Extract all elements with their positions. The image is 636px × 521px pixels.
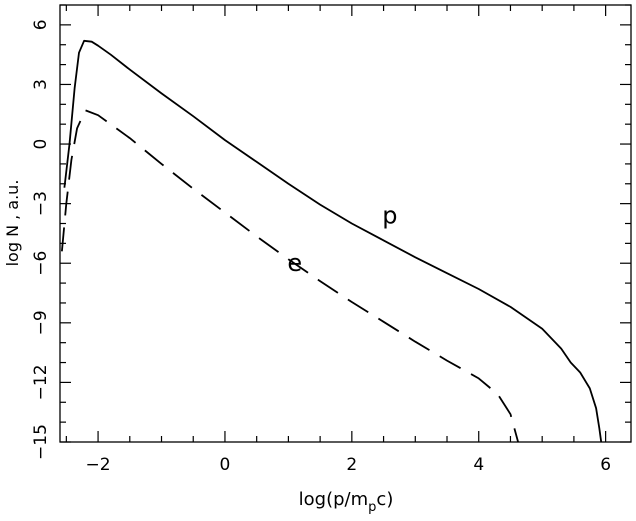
curve-labels: pe xyxy=(287,202,397,278)
plot-frame xyxy=(59,4,632,443)
curves xyxy=(61,39,603,443)
x-tick-label: 2 xyxy=(346,455,357,475)
y-axis-label: log N , a.u. xyxy=(3,180,22,267)
y-tick-label: −15 xyxy=(31,424,51,460)
y-tick-label: 6 xyxy=(31,19,51,30)
series-p-label: p xyxy=(382,202,397,230)
series-p-line xyxy=(63,39,603,443)
y-tick-label: −9 xyxy=(31,310,51,335)
y-tick-label: −6 xyxy=(31,251,51,276)
y-tick-label: 3 xyxy=(31,79,51,90)
series-e-label: e xyxy=(287,249,302,277)
tick-labels: −2 0 2 4 6 −15 −12 −9 −6 −3 0 3 6 xyxy=(31,19,611,475)
x-tick-label: 0 xyxy=(220,455,231,475)
y-tick-label: −12 xyxy=(31,364,51,400)
x-axis-label: log(p/mpc) xyxy=(299,489,394,515)
series-e-line xyxy=(61,109,519,443)
x-tick-label: −2 xyxy=(86,455,111,475)
x-tick-label: 4 xyxy=(473,455,484,475)
axis-ticks xyxy=(60,4,631,443)
x-tick-label: 6 xyxy=(600,455,611,475)
y-tick-label: 0 xyxy=(31,139,51,150)
y-tick-label: −3 xyxy=(31,191,51,216)
